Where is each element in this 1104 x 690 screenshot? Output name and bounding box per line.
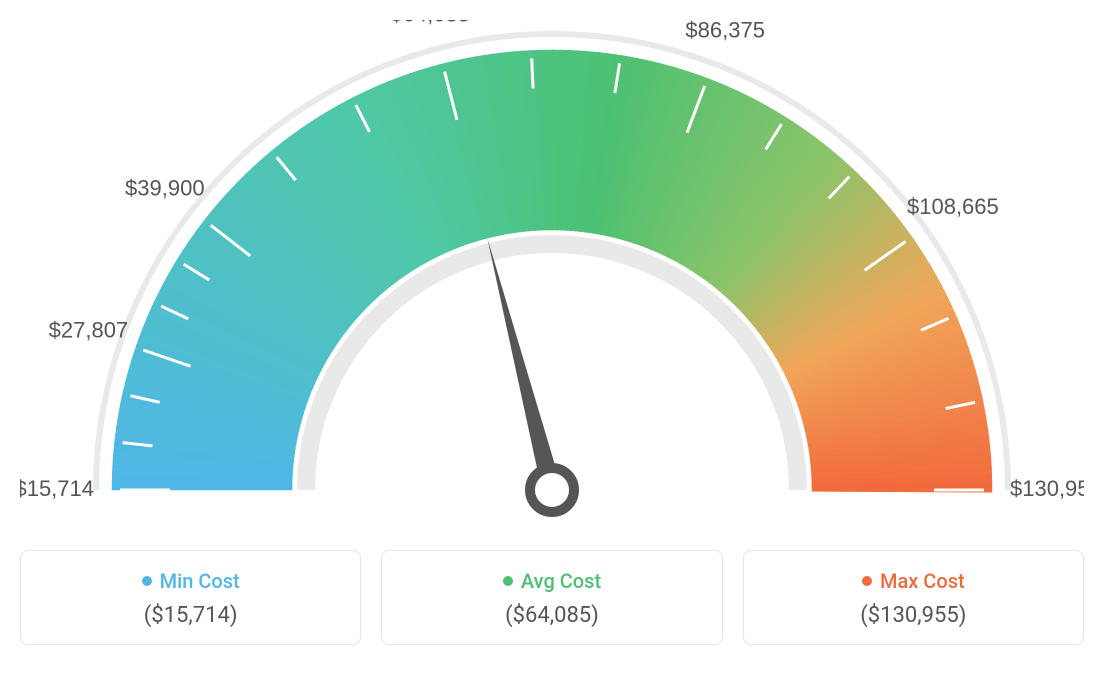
legend-label-max: Max Cost xyxy=(880,569,965,593)
svg-text:$86,375: $86,375 xyxy=(685,20,765,43)
svg-text:$27,807: $27,807 xyxy=(49,317,129,342)
legend-value-min: ($15,714) xyxy=(21,603,360,628)
svg-text:$39,900: $39,900 xyxy=(125,176,205,201)
legend-title-max: Max Cost xyxy=(862,569,965,593)
legend-row: Min Cost ($15,714) Avg Cost ($64,085) Ma… xyxy=(20,550,1084,645)
legend-label-avg: Avg Cost xyxy=(521,569,601,593)
svg-text:$64,085: $64,085 xyxy=(390,20,470,26)
legend-box-avg: Avg Cost ($64,085) xyxy=(381,550,722,645)
legend-title-min: Min Cost xyxy=(142,569,240,593)
gauge-svg: $15,714 $27,807 $39,900 $64,085 $86,375 $108,… xyxy=(20,20,1084,540)
legend-dot-max xyxy=(862,576,872,586)
svg-text:$15,714: $15,714 xyxy=(20,476,94,501)
legend-dot-avg xyxy=(503,576,513,586)
legend-box-max: Max Cost ($130,955) xyxy=(743,550,1084,645)
legend-box-min: Min Cost ($15,714) xyxy=(20,550,361,645)
svg-text:$108,665: $108,665 xyxy=(907,194,999,219)
legend-label-min: Min Cost xyxy=(160,569,240,593)
legend-value-avg: ($64,085) xyxy=(382,603,721,628)
legend-value-max: ($130,955) xyxy=(744,603,1083,628)
legend-title-avg: Avg Cost xyxy=(503,569,601,593)
svg-text:$130,955: $130,955 xyxy=(1010,476,1084,501)
chart-container: $15,714 $27,807 $39,900 $64,085 $86,375 $108,… xyxy=(20,20,1084,645)
gauge-chart: $15,714 $27,807 $39,900 $64,085 $86,375 $108,… xyxy=(20,20,1084,540)
legend-dot-min xyxy=(142,576,152,586)
